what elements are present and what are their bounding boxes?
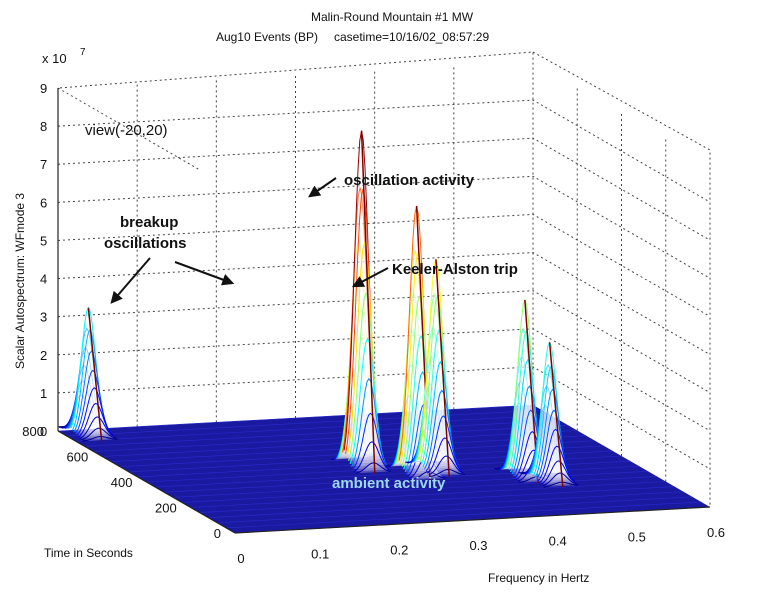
peak-mesh-line — [352, 412, 389, 470]
z-tick-label: 1 — [40, 386, 47, 401]
floor-mesh-line — [66, 409, 542, 437]
annotation-oscillation: oscillation activity — [344, 172, 475, 189]
floor-mesh-line — [199, 486, 675, 513]
y-tick-labels: 0 200 400 600 800 — [22, 424, 221, 541]
peak-mesh-line — [78, 402, 114, 438]
floor-mesh-line — [93, 425, 569, 452]
floor-mesh-line — [226, 501, 702, 529]
floor-mesh-line — [208, 491, 684, 518]
peak-mesh-line — [430, 469, 466, 477]
x-tick-label: 0.6 — [707, 525, 725, 540]
chart-subtitle-right: casetime=10/16/02_08:57:29 — [334, 30, 489, 44]
y-tick-label: 800 — [22, 424, 44, 439]
z-scale-label: x 10 — [42, 51, 67, 66]
peak-mesh-line — [82, 436, 118, 442]
z-tick-label: 3 — [40, 310, 47, 325]
arrow-keeler — [351, 267, 389, 288]
x-tick-label: 0.1 — [311, 547, 329, 562]
x-tick-label: 0.3 — [469, 538, 487, 553]
z-tick-label: 7 — [40, 157, 47, 172]
x-tick-label: 0 — [237, 551, 244, 566]
peak-mesh-line — [330, 456, 366, 460]
z-tick-label: 9 — [40, 81, 47, 96]
z-tick-label: 0 — [40, 424, 47, 439]
surface-peak — [330, 130, 391, 474]
peak-ridge — [548, 342, 564, 488]
z-scale-exponent: 7 — [80, 47, 86, 58]
z-tick-label: 8 — [40, 119, 47, 134]
view-label: view(-20,20) — [85, 122, 168, 139]
axis-lines — [57, 88, 711, 534]
peak-mesh-line — [543, 481, 579, 488]
floor-mesh-line — [190, 481, 666, 508]
chart-subtitle-left: Aug10 Events (BP) — [216, 30, 318, 44]
x-tick-label: 0.4 — [549, 534, 567, 549]
y-axis-label: Time in Seconds — [44, 546, 133, 560]
peak-mesh-line — [428, 455, 464, 476]
chart-title: Malin-Round Mountain #1 MW — [311, 10, 474, 24]
peak-mesh-line — [354, 441, 390, 472]
floor-mesh-line — [128, 445, 604, 473]
peak-mesh-line — [514, 430, 551, 479]
peak-mesh-line — [425, 415, 462, 472]
surface-peak — [57, 306, 118, 442]
y-tick-label: 0 — [214, 526, 221, 541]
z-tick-labels: 0 1 2 3 4 5 6 7 8 9 — [40, 81, 47, 439]
peak-mesh-line — [539, 445, 575, 484]
grid-line-z — [57, 366, 711, 470]
z-axis-label: Scalar Autospectrum: WFmode 3 — [13, 193, 27, 369]
grid-line-z — [57, 290, 711, 394]
annotation-keeler: Keeler-Alston trip — [392, 261, 518, 278]
annotation-breakup-line1: breakup — [120, 214, 178, 231]
y-tick-label: 400 — [111, 475, 133, 490]
grid-line-z — [57, 328, 711, 432]
peak-mesh-line — [351, 377, 387, 467]
peak-ridge — [87, 307, 103, 442]
grid-line-z — [57, 175, 711, 279]
grid-line-z — [57, 252, 711, 355]
annotation-arrows — [110, 177, 389, 304]
floor-mesh-line — [57, 404, 534, 432]
x-axis-label: Frequency in Hertz — [488, 571, 589, 585]
z-tick-label: 6 — [40, 195, 47, 210]
floor-mesh-line — [84, 420, 560, 447]
arrow-oscillation — [308, 177, 337, 198]
arrow-breakup-right — [174, 261, 235, 286]
surface-peak — [405, 257, 466, 477]
floor-mesh-line — [75, 414, 551, 442]
x-tick-label: 0.5 — [628, 529, 646, 544]
grid-line-z — [57, 213, 711, 317]
peak-mesh-line — [81, 427, 117, 441]
arrow-breakup-left — [110, 257, 151, 304]
peak-mesh-line — [355, 462, 391, 474]
floor-mesh-line — [102, 430, 578, 457]
surface-peak — [518, 341, 579, 488]
y-tick-label: 600 — [67, 450, 89, 465]
z-tick-label: 5 — [40, 233, 47, 248]
grid-lines — [57, 66, 711, 482]
z-tick-label: 2 — [40, 348, 47, 363]
annotation-breakup-line2: oscillations — [104, 235, 187, 252]
grid-line-z — [57, 137, 711, 241]
peak-mesh-line — [540, 460, 577, 485]
surface-peaks — [57, 130, 579, 488]
annotation-ambient: ambient activity — [332, 475, 446, 492]
x-tick-label: 0.2 — [390, 542, 408, 557]
peak-mesh-line — [427, 437, 463, 474]
grid-line-z — [57, 99, 711, 203]
peak-ridge — [435, 259, 450, 477]
y-tick-label: 200 — [155, 501, 177, 516]
peak-mesh-line — [542, 472, 578, 487]
peak-ridge — [360, 130, 376, 474]
z-tick-label: 4 — [40, 272, 47, 287]
peak-mesh-line — [79, 416, 115, 439]
floor-mesh-line — [217, 496, 693, 524]
x-tick-labels: 0 0.1 0.2 0.3 0.4 0.5 0.6 — [237, 525, 725, 566]
floor-mesh-line — [181, 476, 657, 503]
floor-mesh-line — [164, 465, 640, 493]
